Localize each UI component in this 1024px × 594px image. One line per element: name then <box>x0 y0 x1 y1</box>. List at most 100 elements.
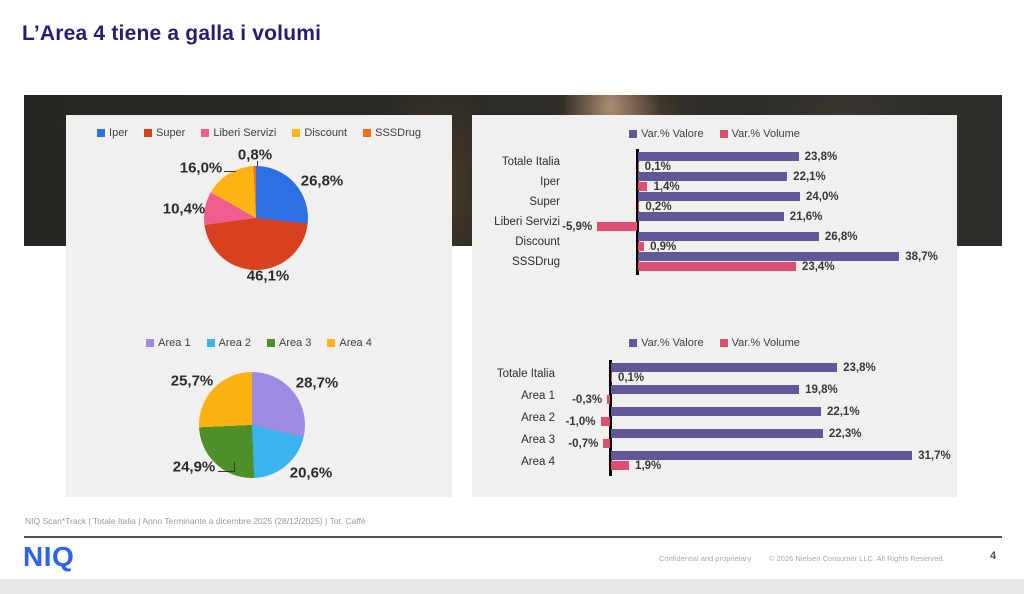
bar-volume <box>638 162 639 171</box>
bar-value-label: 1,9% <box>635 460 662 472</box>
category-label: Area 1 <box>521 390 555 402</box>
legend-label: SSSDrug <box>375 127 421 139</box>
bar-value-label: 0,2% <box>645 201 672 213</box>
bar-valore <box>638 172 788 181</box>
legend-swatch <box>292 129 301 137</box>
legend-swatch <box>629 130 638 138</box>
bar-valore <box>638 232 819 241</box>
page-number: 4 <box>990 550 997 562</box>
legend-label: Var.% Valore <box>641 128 704 140</box>
leader-line <box>224 171 236 172</box>
bar-value-label: -0,3% <box>572 394 603 406</box>
confidential-note: Confidential and proprietary <box>659 554 752 563</box>
copyright-note: © 2026 Nielsen Consumer LLC. All Rights … <box>769 554 945 563</box>
legend-label: Area 3 <box>279 337 312 349</box>
pie-value-label: 26,8% <box>300 172 344 190</box>
legend-label: Liberi Servizi <box>213 127 277 139</box>
bar-volume <box>600 417 610 426</box>
legend-swatch <box>327 339 336 347</box>
category-label: Totale Italia <box>501 156 560 168</box>
category-label: Super <box>529 196 560 208</box>
pie-value-label: 46,1% <box>246 267 290 285</box>
bar-valore <box>638 252 900 261</box>
bar-value-label: 22,1% <box>793 171 826 183</box>
pie-charts-panel: Iper Super Liberi Servizi Discount SSSDrug A… <box>66 115 452 497</box>
legend-swatch <box>97 129 106 137</box>
bar-value-label: 21,6% <box>789 211 823 223</box>
category-label: Liberi Servizi <box>494 216 560 228</box>
legend-item: Var.% Volume <box>719 337 800 349</box>
pie-value-label: 28,7% <box>295 374 339 392</box>
pie-value-label: 25,7% <box>170 372 214 390</box>
legend-var-channels: Var.% Valore Var.% Volume <box>472 128 957 140</box>
bar-volume <box>638 242 645 251</box>
legend-item: Super <box>143 127 186 139</box>
legend-label: Area 2 <box>218 337 251 349</box>
legend-label: Area 4 <box>339 337 372 349</box>
legend-item: Area 4 <box>327 337 372 349</box>
bar-valore <box>638 192 800 201</box>
niq-logo: NIQ <box>23 541 75 572</box>
bar-volume <box>638 262 796 271</box>
legend-label: Var.% Volume <box>731 128 800 140</box>
legend-item: Var.% Valore <box>629 337 704 349</box>
pie-chart-channels <box>204 166 308 270</box>
bar-chart-channels: Totale Italia 23,8% 0,1% Iper 22,1% 1,4% Super… <box>472 115 957 497</box>
legend-swatch <box>206 339 215 347</box>
pie-value-label: 16,0% <box>179 159 223 177</box>
bar-value-label: 0,1% <box>644 161 671 173</box>
bar-volume <box>638 182 648 191</box>
pie-value-label: 20,6% <box>289 464 333 482</box>
legend-label: Var.% Volume <box>731 337 800 349</box>
bar-chart-areas: Totale Italia 23,8% 0,1% Area 1 19,8% -0,3% Ar… <box>472 115 957 497</box>
bar-value-label: 26,8% <box>824 231 858 243</box>
legend-var-areas: Var.% Valore Var.% Volume <box>472 337 957 349</box>
legend-label: Var.% Valore <box>641 337 704 349</box>
leader-line <box>257 161 258 166</box>
legend-label: Discount <box>304 127 348 139</box>
legend-item: Area 2 <box>206 337 251 349</box>
bar-value-label: 23,4% <box>801 261 835 273</box>
legend-item: Liberi Servizi <box>201 127 276 139</box>
page-title: L’Area 4 tiene a galla i volumi <box>22 22 322 45</box>
bar-value-label: 0,1% <box>617 372 645 384</box>
bar-volume <box>638 202 640 211</box>
legend-swatch <box>719 339 728 347</box>
category-label: Area 2 <box>521 412 555 424</box>
bar-value-label: 19,8% <box>805 384 838 396</box>
legend-label: Iper <box>109 127 128 139</box>
legend-item: SSSDrug <box>363 127 421 139</box>
bar-value-label: 23,8% <box>804 151 838 163</box>
bar-volume <box>611 373 612 382</box>
bar-valore <box>638 152 799 161</box>
category-label: Iper <box>540 176 560 188</box>
bar-volume <box>603 439 610 448</box>
category-label: Discount <box>515 236 560 248</box>
bar-volume <box>611 461 630 470</box>
legend-swatch <box>363 129 372 137</box>
bar-valore <box>611 429 823 438</box>
bar-volume <box>607 395 610 404</box>
leader-line <box>218 462 235 472</box>
axis-line <box>636 149 639 275</box>
bar-value-label: 31,7% <box>918 450 951 462</box>
bar-value-label: 1,4% <box>653 181 680 193</box>
bar-volume <box>597 222 637 231</box>
bar-value-label: 0,9% <box>650 241 677 253</box>
bar-value-label: 22,1% <box>826 406 860 418</box>
legend-swatch <box>719 130 728 138</box>
category-label: Area 3 <box>521 434 555 446</box>
legend-label: Super <box>155 127 186 139</box>
pie-value-label: 24,9% <box>172 458 216 476</box>
legend-swatch <box>146 339 155 347</box>
legend-swatch <box>143 129 152 137</box>
bottom-strip <box>0 579 1024 594</box>
bar-valore <box>611 407 821 416</box>
legend-item: Discount <box>292 127 347 139</box>
legend-channels: Iper Super Liberi Servizi Discount SSSDrug <box>66 127 452 139</box>
bar-valore <box>611 385 800 394</box>
bar-value-label: 23,8% <box>843 362 876 374</box>
bar-valore <box>611 363 838 372</box>
legend-areas: Area 1 Area 2 Area 3 Area 4 <box>66 337 452 349</box>
